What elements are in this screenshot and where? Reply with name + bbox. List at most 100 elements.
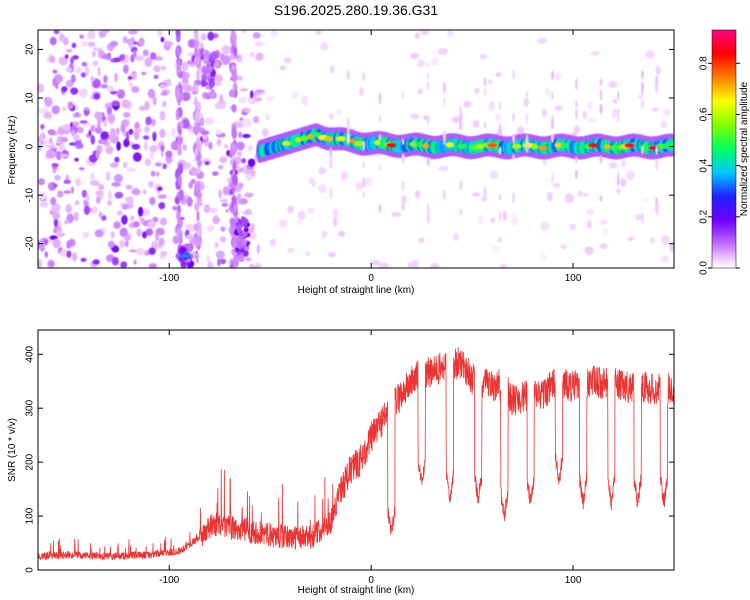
spectrogram-blob bbox=[72, 55, 79, 60]
spectrogram-blob bbox=[90, 172, 95, 181]
spectrogram-blob bbox=[154, 162, 162, 167]
spectrogram-blob bbox=[283, 57, 292, 64]
spectrogram-blob bbox=[177, 211, 181, 224]
spectrogram-blob bbox=[49, 137, 53, 145]
spectrogram-blob bbox=[38, 136, 44, 143]
spectrogram-blob bbox=[148, 247, 156, 255]
spectrogram-blob bbox=[542, 158, 548, 166]
spectrogram-blob bbox=[329, 146, 333, 159]
spectrogram-blob bbox=[541, 108, 547, 118]
spectrogram-blob bbox=[205, 85, 210, 90]
spectrogram-blob bbox=[49, 55, 56, 63]
spectrogram-blob bbox=[245, 169, 251, 175]
spectrogram-blob bbox=[245, 208, 252, 215]
spectrogram-blob bbox=[297, 210, 306, 220]
spectrogram-blob bbox=[90, 124, 96, 132]
spectrogram-blob bbox=[560, 244, 567, 250]
spectrogram-frame bbox=[37, 29, 675, 269]
spectrogram-blob bbox=[236, 221, 243, 226]
spectrogram-blob bbox=[51, 163, 59, 168]
spectrogram-blob bbox=[106, 106, 113, 116]
spectrogram-blob bbox=[604, 144, 611, 150]
spectrogram-blob bbox=[162, 100, 167, 107]
spectrogram-blob bbox=[438, 47, 448, 55]
spectrogram-blob bbox=[264, 113, 270, 121]
spectrogram-blob bbox=[181, 61, 189, 71]
spectrogram-blob bbox=[44, 97, 53, 108]
spectrogram-blob bbox=[663, 142, 673, 148]
spectrogram-blob bbox=[472, 120, 480, 128]
spectrogram-blob bbox=[69, 142, 77, 146]
spectrogram-blob bbox=[204, 50, 210, 58]
spectrogram-blob bbox=[67, 101, 74, 110]
spectrogram-blob bbox=[426, 72, 430, 79]
spectrogram-blob bbox=[328, 113, 334, 120]
spectrogram-blob bbox=[551, 132, 554, 143]
spectrogram-blob bbox=[584, 246, 594, 256]
spectrogram-blob bbox=[551, 172, 554, 184]
spectrogram-blob bbox=[641, 70, 644, 80]
spectrogram-blob bbox=[426, 212, 430, 224]
spectrogram-blob bbox=[374, 139, 381, 146]
spectrogram-blob bbox=[599, 104, 603, 115]
spectrogram-blob bbox=[177, 175, 182, 186]
spectrogram-blob bbox=[133, 259, 137, 265]
spectrogram-x-tick-label: 100 bbox=[565, 273, 582, 284]
spectrogram-blob bbox=[142, 189, 147, 195]
spectrogram-blob bbox=[140, 217, 145, 224]
spectrogram-blob bbox=[391, 211, 402, 217]
spectrogram-blob bbox=[172, 206, 178, 211]
snr-x-tick-label: -100 bbox=[159, 575, 179, 586]
spectrogram-x-tick-label: -100 bbox=[159, 273, 179, 284]
spectrogram-blob bbox=[378, 164, 382, 171]
snr-x-tick-label: 0 bbox=[368, 575, 374, 586]
spectrogram-blob bbox=[238, 131, 243, 139]
spectrogram-blob bbox=[136, 247, 145, 256]
spectrogram-blob bbox=[84, 66, 90, 77]
spectrogram-blob bbox=[153, 74, 159, 80]
spectrogram-blob bbox=[586, 208, 595, 216]
spectrogram-blob bbox=[74, 157, 79, 162]
spectrogram-blob bbox=[80, 40, 90, 47]
spectrogram-blob bbox=[655, 197, 658, 207]
spectrogram-blob bbox=[82, 231, 90, 239]
spectrogram-blob bbox=[537, 38, 548, 44]
spectrogram-blob bbox=[329, 156, 333, 166]
spectrogram-blob bbox=[651, 107, 659, 112]
spectrogram-blob bbox=[347, 121, 350, 133]
spectrogram-blob bbox=[90, 76, 95, 82]
spectrogram-blob bbox=[200, 130, 210, 135]
spectrogram-blob bbox=[150, 170, 156, 177]
spectrogram-blob bbox=[66, 250, 72, 258]
spectrogram-blob bbox=[117, 210, 123, 216]
spectrogram-blob bbox=[214, 61, 220, 67]
spectrogram-blob bbox=[232, 174, 238, 186]
spectrogram-blob bbox=[220, 226, 226, 232]
spectrogram-blob bbox=[617, 171, 620, 181]
spectrogram-blob bbox=[311, 179, 317, 187]
spectrogram-blob bbox=[624, 143, 635, 148]
spectrogram-blob bbox=[551, 118, 554, 130]
spectrogram-blob bbox=[145, 102, 150, 111]
spectrogram-blob bbox=[459, 209, 463, 216]
spectrogram-blob bbox=[525, 91, 529, 98]
spectrogram-blob bbox=[52, 168, 57, 174]
spectrogram-blob bbox=[620, 178, 627, 187]
spectrogram-blob bbox=[254, 41, 264, 47]
spectrogram-blob bbox=[196, 210, 200, 222]
spectrogram-blob bbox=[125, 131, 130, 142]
spectrogram-blob bbox=[422, 143, 430, 149]
spectrogram-blob bbox=[230, 30, 236, 41]
snr-series-line bbox=[38, 347, 674, 561]
spectrogram-blob bbox=[495, 72, 502, 77]
spectrogram-blob bbox=[410, 53, 420, 58]
spectrogram-blob bbox=[243, 246, 250, 251]
spectrogram-blob bbox=[488, 101, 495, 112]
spectrogram-blob bbox=[627, 236, 634, 241]
spectrogram-blob bbox=[231, 249, 236, 255]
spectrogram-blob bbox=[149, 196, 156, 206]
spectrogram-blob bbox=[443, 130, 446, 142]
spectrogram-blob bbox=[324, 136, 334, 142]
spectrogram-blob bbox=[426, 81, 430, 91]
